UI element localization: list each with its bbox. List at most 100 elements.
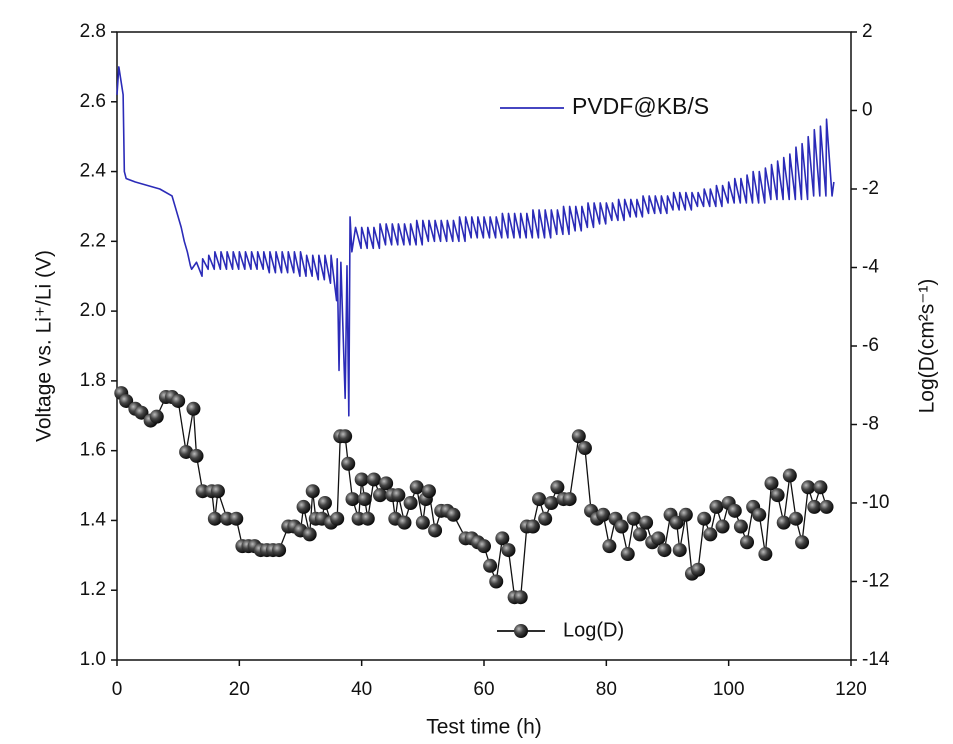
data-point <box>733 519 748 534</box>
data-point <box>639 515 654 530</box>
data-point <box>740 535 755 550</box>
data-point <box>302 527 317 542</box>
data-point <box>550 480 565 495</box>
data-point <box>483 558 498 573</box>
data-point <box>614 519 629 534</box>
data-point <box>807 499 822 514</box>
data-point <box>360 511 375 526</box>
data-point <box>305 484 320 499</box>
data-point <box>672 543 687 558</box>
data-point <box>715 519 730 534</box>
legend-label: PVDF@KB/S <box>572 93 709 119</box>
data-point <box>391 488 406 503</box>
legend-marker <box>514 624 528 638</box>
data-point <box>813 480 828 495</box>
data-point <box>727 503 742 518</box>
data-point <box>709 499 724 514</box>
data-point <box>764 476 779 491</box>
data-point <box>171 393 186 408</box>
data-point <box>345 492 360 507</box>
x-tick-label: 60 <box>473 679 494 700</box>
data-point <box>409 480 424 495</box>
y2-tick-label: -12 <box>862 571 889 592</box>
y2-tick-label: -2 <box>862 178 879 199</box>
x-tick-label: 100 <box>713 679 745 700</box>
y-tick-label: 1.6 <box>80 440 106 461</box>
series-line <box>120 392 828 598</box>
y-tick-label: 1.4 <box>80 509 107 530</box>
data-point <box>477 539 491 554</box>
y2-tick-label: -4 <box>862 257 879 278</box>
data-point <box>186 401 201 416</box>
y-tick-label: 2.6 <box>80 91 106 112</box>
data-point <box>669 515 684 530</box>
x-tick-label: 120 <box>835 679 867 700</box>
data-point <box>379 476 394 491</box>
data-point <box>782 468 797 483</box>
y-tick-label: 2.2 <box>80 230 106 251</box>
x-tick-label: 20 <box>229 679 250 700</box>
data-point <box>678 507 693 522</box>
data-point <box>501 543 516 558</box>
data-point <box>149 409 164 424</box>
data-point <box>354 472 369 487</box>
data-point <box>403 496 418 510</box>
data-point <box>819 499 834 514</box>
x-tick-label: 0 <box>112 679 123 700</box>
data-point <box>373 488 388 503</box>
data-point <box>296 499 311 514</box>
data-point <box>229 511 244 526</box>
y-tick-label: 1.0 <box>80 649 106 670</box>
data-point <box>776 515 791 530</box>
data-point <box>571 429 586 444</box>
data-point <box>691 562 706 577</box>
data-point <box>119 393 134 408</box>
y-axis-title: Voltage vs. Li⁺/Li (V) <box>33 250 56 442</box>
data-point <box>513 590 528 605</box>
y-tick-label: 2.0 <box>80 300 106 321</box>
y2-tick-label: -6 <box>862 335 879 356</box>
data-point <box>596 507 611 522</box>
data-point <box>415 515 430 530</box>
y-tick-label: 2.4 <box>80 161 107 182</box>
data-point <box>795 535 810 550</box>
data-point <box>397 515 412 530</box>
data-point <box>134 405 149 420</box>
data-point <box>657 543 672 558</box>
data-point <box>788 511 803 526</box>
data-point <box>357 492 372 507</box>
data-point <box>489 574 504 589</box>
y2-tick-label: -14 <box>862 649 890 670</box>
data-point <box>651 531 666 546</box>
data-point <box>317 496 332 510</box>
y2-tick-label: -8 <box>862 414 879 435</box>
data-point <box>207 511 222 526</box>
data-point <box>272 543 287 558</box>
data-point <box>801 480 816 495</box>
y-tick-label: 1.8 <box>80 370 106 391</box>
y2-tick-label: -10 <box>862 492 889 513</box>
data-point <box>421 484 436 499</box>
data-point <box>544 496 559 510</box>
data-point <box>446 507 461 522</box>
data-point <box>752 507 767 522</box>
y2-tick-label: 2 <box>862 21 873 42</box>
data-point <box>632 527 647 542</box>
x-axis-title: Test time (h) <box>426 716 542 739</box>
data-point <box>341 456 356 471</box>
data-point <box>210 484 225 499</box>
y2-axis-title: Log(D(cm²s⁻¹) <box>916 279 939 414</box>
x-tick-label: 40 <box>351 679 372 700</box>
y-tick-label: 2.8 <box>80 21 106 42</box>
data-point <box>602 539 617 554</box>
data-point <box>189 448 204 463</box>
data-point <box>330 511 345 526</box>
data-point <box>697 511 712 526</box>
data-point <box>428 523 443 538</box>
data-point <box>626 511 641 526</box>
data-point <box>620 547 635 562</box>
data-point <box>758 547 773 562</box>
y2-tick-label: 0 <box>862 100 873 121</box>
data-point <box>562 492 577 507</box>
